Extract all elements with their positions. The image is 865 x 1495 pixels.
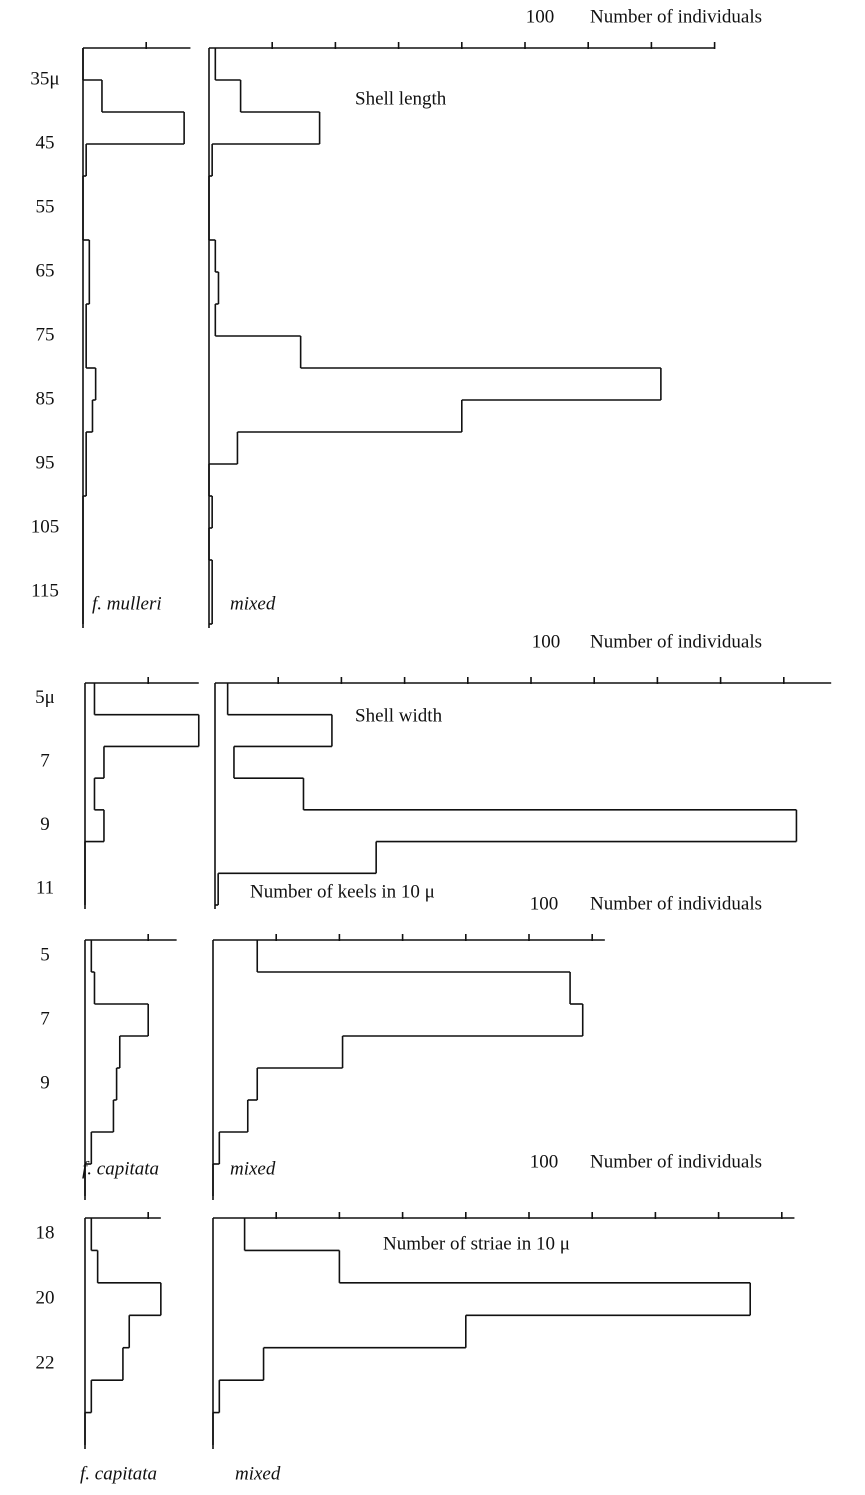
series-name: mixed (230, 593, 276, 614)
series-name: f. capitata (82, 1158, 159, 1179)
panel-title: Shell width (355, 705, 443, 726)
series-name: f. capitata (80, 1463, 157, 1484)
y-tick-label: 22 (36, 1352, 55, 1373)
y-tick-label: 65 (36, 260, 55, 281)
y-tick-label: 35μ (30, 68, 59, 89)
y-tick-label: 75 (36, 324, 55, 345)
y-tick-label: 85 (36, 388, 55, 409)
panel-title: Number of striae in 10 μ (383, 1233, 570, 1254)
y-tick-label: 11 (36, 878, 54, 899)
x-axis-label: Number of individuals (590, 893, 762, 914)
y-tick-label: 9 (40, 814, 50, 835)
x-axis-label: Number of individuals (590, 631, 762, 652)
panel-title: Shell length (355, 88, 447, 109)
x-tick-label: 100 (532, 631, 561, 652)
y-tick-label: 5μ (35, 687, 55, 708)
series-name: mixed (235, 1463, 281, 1484)
y-tick-label: 7 (40, 751, 50, 772)
x-tick-label: 100 (530, 893, 559, 914)
x-axis-label: Number of individuals (590, 1151, 762, 1172)
y-tick-label: 7 (40, 1008, 50, 1029)
x-tick-label: 100 (530, 1151, 559, 1172)
x-axis-label: Number of individuals (590, 6, 762, 27)
y-tick-label: 5 (40, 944, 50, 965)
series-name: mixed (230, 1158, 276, 1179)
series-name: f. mulleri (92, 593, 162, 614)
y-tick-label: 95 (36, 452, 55, 473)
y-tick-label: 105 (31, 516, 60, 537)
y-tick-label: 55 (36, 196, 55, 217)
y-tick-label: 18 (36, 1223, 55, 1244)
panel-title: Number of keels in 10 μ (250, 881, 435, 902)
y-tick-label: 45 (36, 132, 55, 153)
y-tick-label: 9 (40, 1072, 50, 1093)
y-tick-label: 20 (36, 1287, 55, 1308)
x-tick-label: 100 (526, 6, 555, 27)
y-tick-label: 115 (31, 580, 59, 601)
